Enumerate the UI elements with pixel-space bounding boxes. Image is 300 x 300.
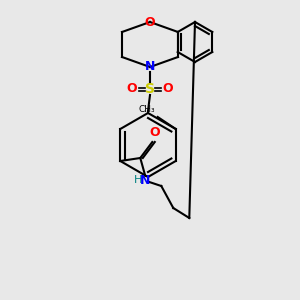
Text: H: H — [134, 175, 142, 185]
Text: O: O — [145, 16, 155, 28]
Text: O: O — [149, 126, 160, 139]
Text: CH₃: CH₃ — [138, 105, 155, 114]
Text: N: N — [140, 173, 151, 187]
Text: O: O — [127, 82, 137, 95]
Text: O: O — [163, 82, 173, 95]
Text: N: N — [145, 61, 155, 74]
Text: S: S — [145, 82, 155, 96]
